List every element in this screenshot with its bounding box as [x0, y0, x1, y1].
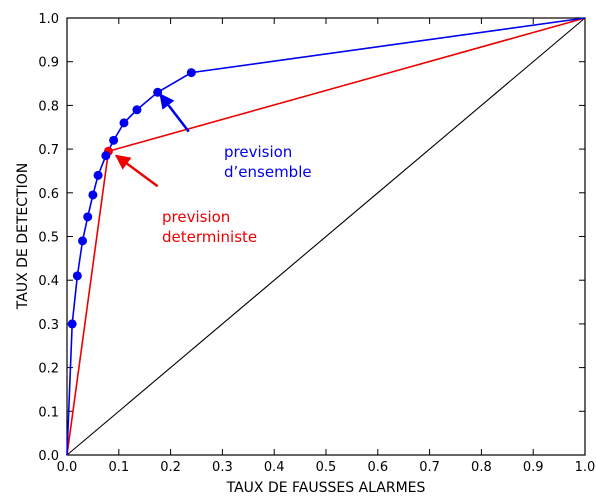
- y-tick-label: 1.0: [38, 12, 59, 27]
- series-line: [66, 17, 586, 456]
- series-point: [119, 118, 129, 128]
- y-axis-label: TAUX DE DETECTION: [15, 163, 31, 310]
- y-tick-label: 0.6: [38, 187, 59, 202]
- series-layer: [66, 17, 586, 456]
- series-point: [88, 190, 98, 200]
- series-line: [66, 17, 586, 456]
- x-tick-label: 1.0: [575, 460, 596, 475]
- series-point: [67, 319, 77, 329]
- x-tick-label: 0.5: [316, 460, 337, 475]
- annotation-label: prevision: [224, 143, 292, 161]
- annotation-arrow: [159, 93, 190, 133]
- annotation-label: d’ensemble: [224, 163, 312, 181]
- x-tick-label: 0.4: [264, 460, 285, 475]
- annotation-label: prevision: [162, 208, 230, 226]
- x-tick-label: 0.6: [367, 460, 388, 475]
- x-axis-label: TAUX DE FAUSSES ALARMES: [226, 480, 426, 496]
- y-tick-label: 0.5: [38, 231, 59, 246]
- y-axis: 0.0 0.1 0.2 0.3 0.4 0.5 0.6 0.7 0.8 0.9 1.0: [38, 12, 585, 464]
- x-axis: 0.0 0.1 0.2 0.3 0.4 0.5 0.6 0.7 0.8 0.9 1.0: [57, 18, 596, 475]
- y-tick-label: 0.0: [38, 449, 59, 464]
- y-tick-label: 0.7: [38, 143, 59, 158]
- series-point: [132, 105, 142, 115]
- x-tick-label: 0.9: [523, 460, 544, 475]
- series-point: [83, 212, 93, 222]
- series-point: [186, 68, 196, 78]
- y-tick-label: 0.4: [38, 274, 59, 289]
- x-tick-label: 0.1: [108, 460, 129, 475]
- y-tick-label: 0.9: [38, 56, 59, 71]
- x-tick-label: 0.0: [57, 460, 78, 475]
- series-point: [101, 151, 111, 161]
- annotation-arrow: [115, 154, 159, 188]
- y-tick-label: 0.2: [38, 362, 59, 377]
- y-tick-label: 0.3: [38, 318, 59, 333]
- y-tick-label: 0.8: [38, 99, 59, 114]
- series-point: [78, 236, 88, 246]
- annotation-layer: prevision d’ensemble prevision deterministe: [115, 93, 312, 246]
- annotation-label: deterministe: [162, 228, 257, 246]
- y-tick-label: 0.1: [38, 405, 59, 420]
- series-point: [93, 170, 103, 180]
- x-tick-label: 0.3: [212, 460, 233, 475]
- x-tick-label: 0.8: [471, 460, 492, 475]
- x-tick-label: 0.2: [160, 460, 181, 475]
- x-tick-label: 0.7: [419, 460, 440, 475]
- series-point: [109, 135, 119, 145]
- series-point: [72, 271, 82, 281]
